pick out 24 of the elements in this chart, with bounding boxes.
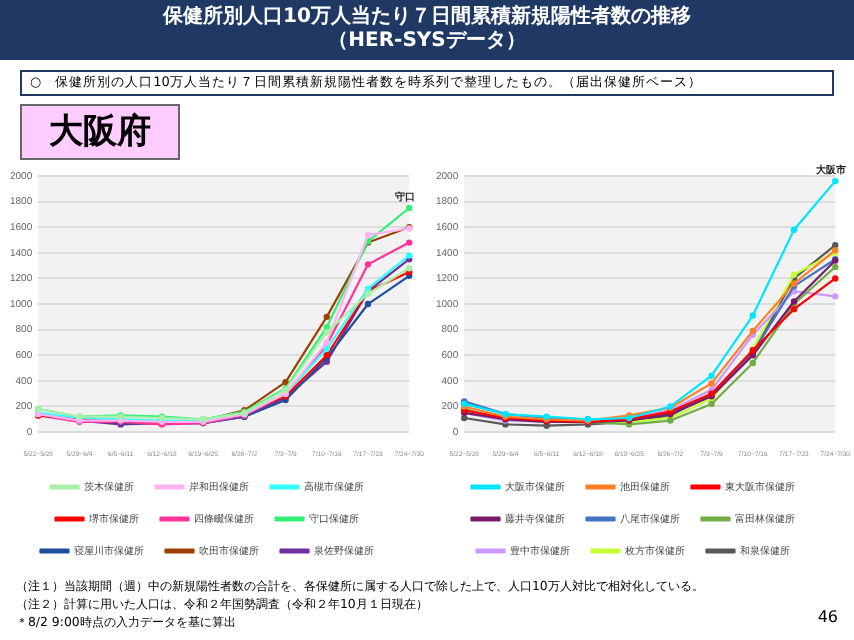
chart-subtitle: （HER-SYSデータ） xyxy=(326,30,528,54)
point xyxy=(790,305,798,313)
point xyxy=(749,312,756,319)
point xyxy=(364,261,372,268)
text: 大阪府 xyxy=(20,104,180,160)
point xyxy=(364,300,372,308)
point xyxy=(832,293,839,300)
point xyxy=(708,372,715,379)
point xyxy=(832,241,839,249)
chart-title: 保健所別人口10万人当たり７日間累積新規陽性者数の推移 xyxy=(160,6,693,30)
point xyxy=(364,231,372,239)
point xyxy=(832,275,839,282)
point xyxy=(708,380,715,387)
point xyxy=(749,359,756,367)
text: 46 xyxy=(817,608,838,626)
point xyxy=(832,177,839,185)
point xyxy=(282,378,289,386)
point xyxy=(406,204,413,212)
point xyxy=(406,239,413,246)
point xyxy=(323,313,330,321)
point xyxy=(708,400,715,408)
point xyxy=(832,263,839,271)
point xyxy=(790,226,798,233)
point xyxy=(323,329,330,336)
